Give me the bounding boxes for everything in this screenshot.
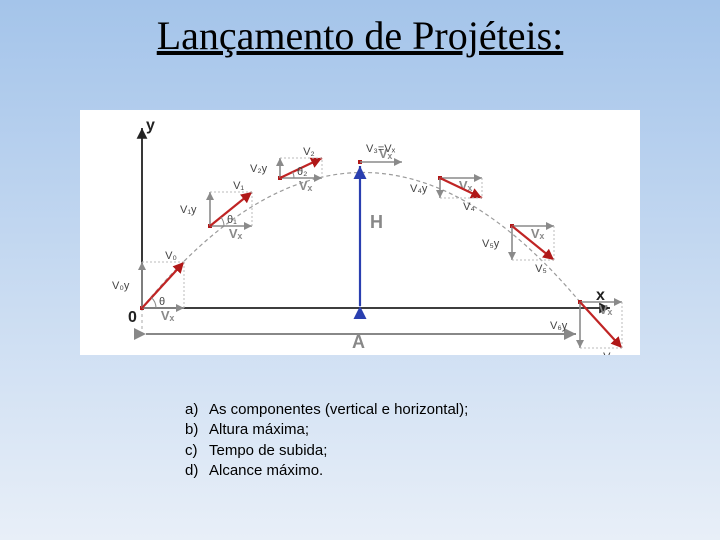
vx-label: Vₓ xyxy=(599,302,613,317)
dimension-H-label: H xyxy=(370,212,383,232)
slide-title: Lançamento de Projéteis: xyxy=(0,12,720,59)
vx-label: Vₓ xyxy=(229,226,243,241)
list-item: Tempo de subida; xyxy=(185,441,468,461)
theta-label: θ xyxy=(159,296,165,308)
v-label: V₁ xyxy=(233,180,244,192)
dimension-A-label: A xyxy=(352,332,365,352)
trajectory-svg: y x 0 H A VₓV₀yV₀θVₓV₁yV₁θ₁VₓV₂yV₂θ₂VₓV₃… xyxy=(80,110,640,355)
vy-label: V₀y xyxy=(112,280,130,292)
vy-label: V₆y xyxy=(550,320,568,332)
v-label: V₆ xyxy=(603,351,615,355)
slide: Lançamento de Projéteis: xyxy=(0,0,720,540)
angle-arc xyxy=(221,217,224,226)
trajectory-figure: y x 0 H A VₓV₀yV₀θVₓV₁yV₁θ₁VₓV₂yV₂θ₂VₓV₃… xyxy=(80,110,640,355)
vy-label: V₄y xyxy=(410,183,428,195)
theta-label: θ₂ xyxy=(297,166,307,178)
vy-label: V₅y xyxy=(482,238,500,250)
angle-arc xyxy=(151,298,156,308)
v-label: V₀ xyxy=(165,250,177,262)
list-item: As componentes (vertical e horizontal); xyxy=(185,400,468,420)
v-label: V₃=Vₓ xyxy=(366,143,396,155)
angle-arc xyxy=(293,172,294,178)
v-label: V₄ xyxy=(463,201,475,213)
velocity-vectors: VₓV₀yV₀θVₓV₁yV₁θ₁VₓV₂yV₂θ₂VₓV₃=VₓVₓV₄yV₄… xyxy=(112,143,622,355)
v-label: V₂ xyxy=(303,146,315,158)
list-item: Alcance máximo. xyxy=(185,461,468,481)
origin-label: 0 xyxy=(128,309,137,326)
item-list: As componentes (vertical e horizontal);A… xyxy=(185,400,468,481)
vx-label: Vₓ xyxy=(531,226,545,241)
vx-label: Vₓ xyxy=(299,178,313,193)
list-item: Altura máxima; xyxy=(185,420,468,440)
y-axis-label: y xyxy=(146,117,155,134)
theta-label: θ₁ xyxy=(227,214,237,226)
vx-label: Vₓ xyxy=(161,308,175,323)
dimension-A: A xyxy=(142,302,580,352)
vy-label: V₁y xyxy=(180,204,197,216)
v-label: V₅ xyxy=(535,263,547,275)
dimension-H: H xyxy=(360,166,383,306)
vy-label: V₂y xyxy=(250,163,268,175)
